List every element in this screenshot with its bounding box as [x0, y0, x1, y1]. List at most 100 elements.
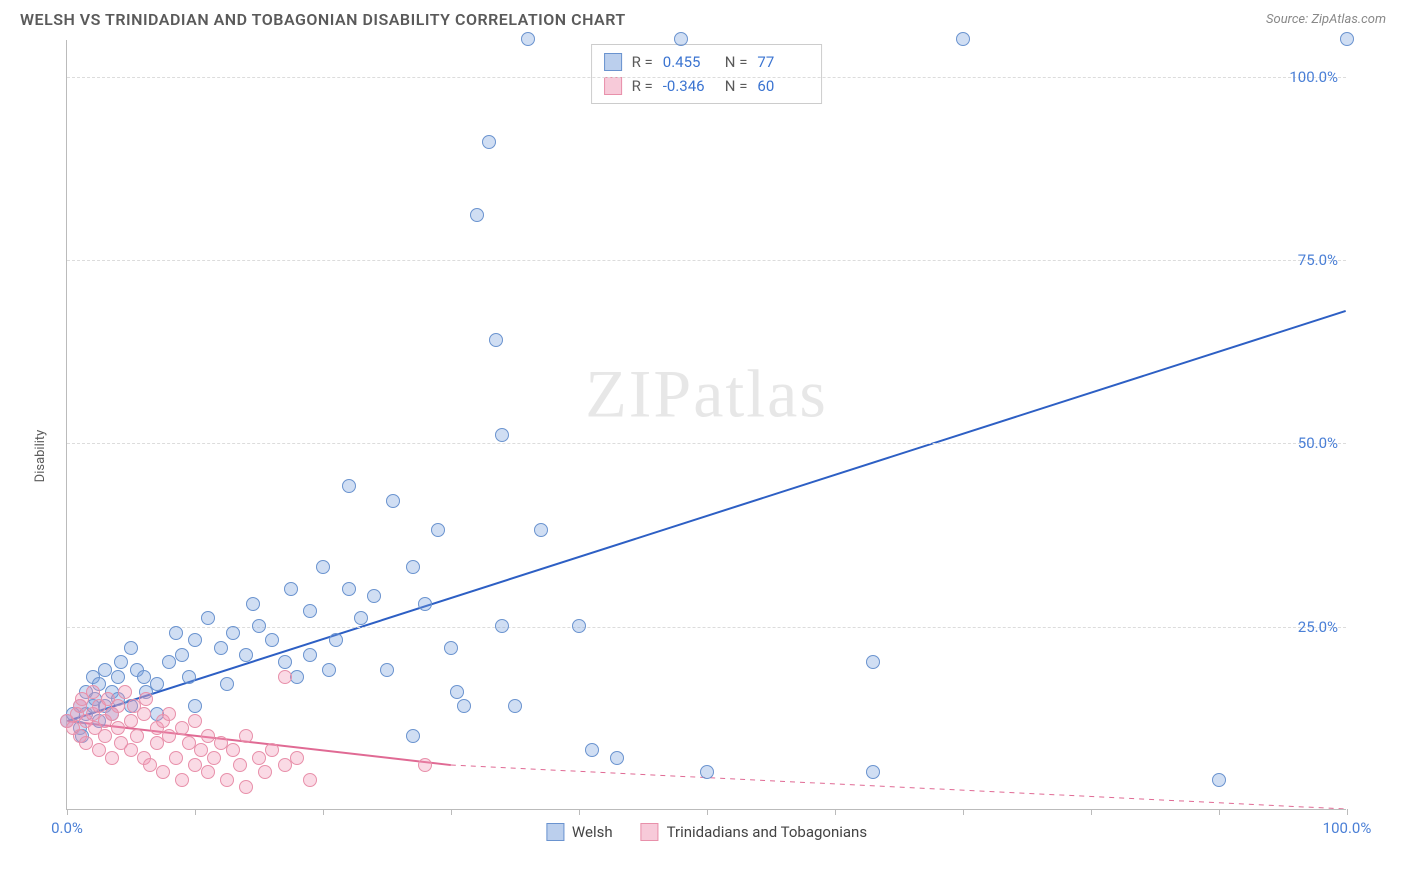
scatter-point [329, 633, 343, 647]
legend-item-trinidad: Trinidadians and Tobagonians [641, 823, 867, 841]
scatter-point [278, 758, 292, 772]
scatter-point [534, 523, 548, 537]
xtick [1347, 809, 1348, 815]
scatter-point [188, 714, 202, 728]
y-axis-label: Disability [33, 430, 48, 483]
scatter-point [239, 729, 253, 743]
scatter-point [265, 743, 279, 757]
scatter-point [239, 648, 253, 662]
scatter-point [86, 685, 100, 699]
scatter-point [137, 670, 151, 684]
scatter-point [233, 758, 247, 772]
scatter-point [470, 208, 484, 222]
scatter-point [431, 523, 445, 537]
xtick [707, 809, 708, 815]
watermark: ZIPatlas [585, 354, 828, 433]
scatter-point [220, 773, 234, 787]
scatter-point [380, 663, 394, 677]
scatter-point [495, 428, 509, 442]
scatter-point [322, 663, 336, 677]
scatter-point [406, 729, 420, 743]
chart-container: Disability ZIPatlas R = 0.455 N = 77 R =… [20, 40, 1386, 872]
scatter-point [182, 736, 196, 750]
source-name: ZipAtlas.com [1311, 12, 1386, 27]
scatter-point [489, 333, 503, 347]
trend-line [67, 311, 1345, 721]
swatch-trinidad-icon [604, 77, 622, 95]
scatter-point [354, 611, 368, 625]
chart-title: WELSH VS TRINIDADIAN AND TOBAGONIAN DISA… [20, 10, 626, 29]
scatter-point [124, 714, 138, 728]
scatter-point [162, 655, 176, 669]
scatter-point [201, 765, 215, 779]
scatter-point [188, 699, 202, 713]
scatter-point [175, 721, 189, 735]
swatch-welsh-icon [604, 53, 622, 71]
scatter-point [92, 743, 106, 757]
scatter-point [130, 729, 144, 743]
xtick [579, 809, 580, 815]
scatter-point [418, 597, 432, 611]
scatter-point [207, 751, 221, 765]
scatter-point [105, 751, 119, 765]
scatter-point [700, 765, 714, 779]
scatter-point [444, 641, 458, 655]
legend-label-welsh: Welsh [572, 823, 613, 841]
swatch-welsh-icon [546, 823, 564, 841]
stat-n-welsh: 77 [757, 50, 809, 74]
xtick [963, 809, 964, 815]
scatter-point [194, 743, 208, 757]
scatter-point [118, 685, 132, 699]
scatter-point [162, 729, 176, 743]
trend-lines [67, 40, 1346, 809]
scatter-point [450, 685, 464, 699]
ytick-label: 50.0% [1298, 434, 1338, 452]
scatter-point [150, 736, 164, 750]
scatter-point [303, 604, 317, 618]
gridline [67, 443, 1346, 444]
bottom-legend: Welsh Trinidadians and Tobagonians [546, 823, 867, 841]
ytick-label: 75.0% [1298, 251, 1338, 269]
scatter-point [124, 743, 138, 757]
plot-area: ZIPatlas R = 0.455 N = 77 R = -0.346 N =… [66, 40, 1346, 810]
scatter-point [188, 758, 202, 772]
scatter-point [866, 765, 880, 779]
scatter-point [386, 494, 400, 508]
xtick [1091, 809, 1092, 815]
scatter-point [239, 780, 253, 794]
xtick [835, 809, 836, 815]
scatter-point [111, 670, 125, 684]
scatter-point [139, 692, 153, 706]
scatter-point [143, 758, 157, 772]
scatter-point [290, 751, 304, 765]
scatter-point [252, 751, 266, 765]
scatter-point [98, 663, 112, 677]
scatter-point [98, 729, 112, 743]
legend-label-trinidad: Trinidadians and Tobagonians [667, 823, 867, 841]
scatter-point [866, 655, 880, 669]
scatter-point [1212, 773, 1226, 787]
scatter-point [246, 597, 260, 611]
stat-r-welsh: 0.455 [663, 50, 715, 74]
scatter-point [258, 765, 272, 779]
scatter-point [220, 677, 234, 691]
legend-item-welsh: Welsh [546, 823, 613, 841]
trend-line-extrapolated [451, 765, 1346, 809]
ytick-label: 100.0% [1289, 68, 1338, 86]
scatter-point [265, 633, 279, 647]
scatter-point [169, 751, 183, 765]
scatter-point [290, 670, 304, 684]
scatter-point [114, 655, 128, 669]
scatter-point [316, 560, 330, 574]
scatter-point [342, 479, 356, 493]
scatter-point [367, 589, 381, 603]
scatter-point [214, 641, 228, 655]
scatter-point [188, 633, 202, 647]
xtick [323, 809, 324, 815]
scatter-point [342, 582, 356, 596]
stat-n-label: N = [725, 50, 748, 74]
xtick-label: 0.0% [51, 819, 83, 837]
scatter-point [137, 707, 151, 721]
scatter-point [111, 721, 125, 735]
scatter-point [226, 626, 240, 640]
